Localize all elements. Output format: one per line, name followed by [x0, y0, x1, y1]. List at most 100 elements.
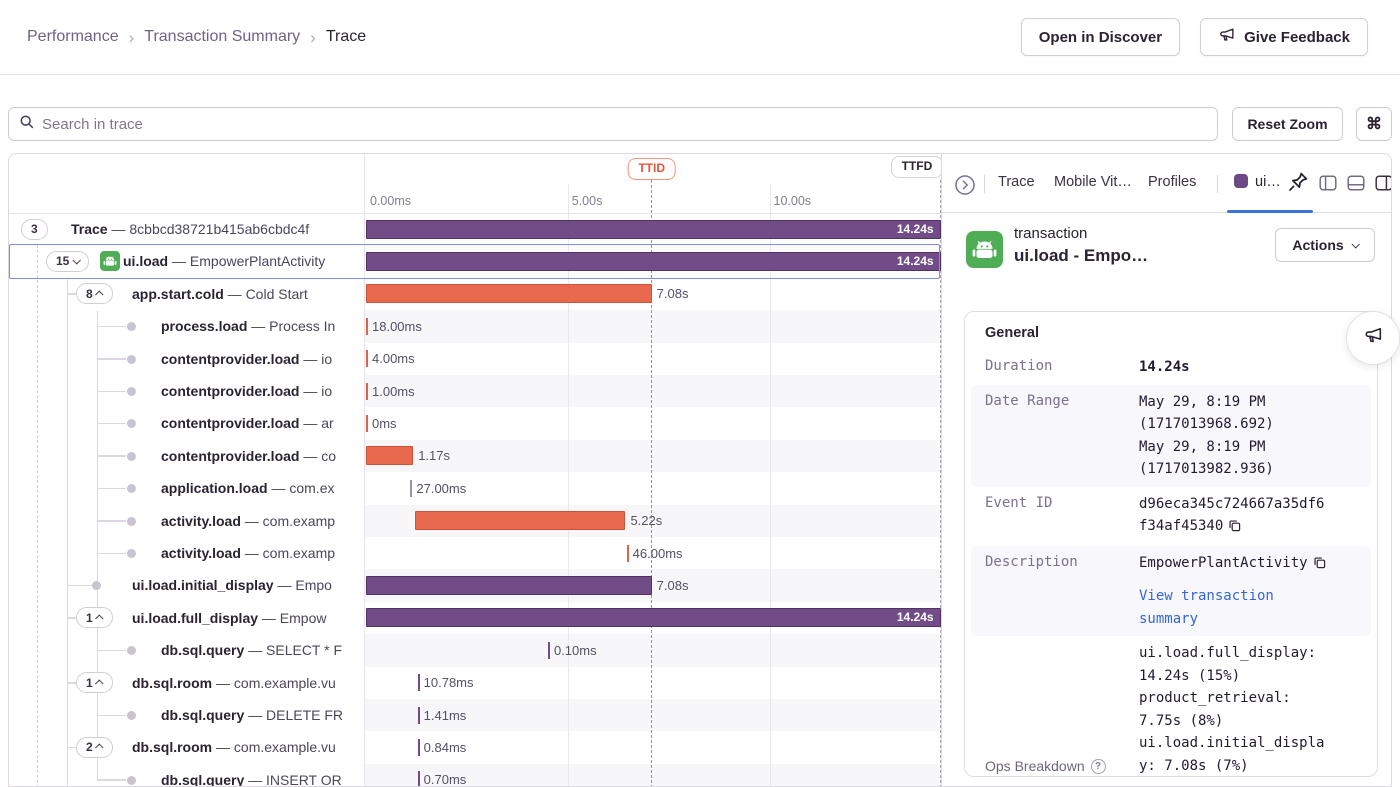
dock-bottom-icon[interactable]	[1347, 175, 1365, 191]
waterfall-row-stripe	[365, 310, 941, 343]
timeline-tick-label: 0.00ms	[370, 194, 411, 208]
span-tick[interactable]	[417, 706, 420, 724]
trace-row[interactable]: db.sql.query — INSERT OR	[9, 764, 364, 787]
span-count-badge[interactable]: 3	[21, 218, 48, 240]
description-label: Description	[985, 553, 1078, 570]
trace-row[interactable]: application.load — com.ex	[9, 472, 364, 504]
span-dot-marker	[126, 775, 136, 785]
span-count-badge[interactable]: 15	[46, 250, 90, 272]
span-tick[interactable]	[417, 771, 420, 786]
span-bar[interactable]	[414, 511, 626, 531]
active-tab-underline	[1227, 210, 1313, 213]
dock-right-icon[interactable]	[1375, 175, 1391, 191]
general-card: General Duration 14.24s Date Range May 2…	[964, 311, 1378, 777]
trace-row[interactable]: db.sql.query — DELETE FR	[9, 699, 364, 731]
span-tick[interactable]	[417, 674, 420, 692]
search-input[interactable]	[8, 107, 1218, 141]
breadcrumb-transaction-summary[interactable]: Transaction Summary	[144, 28, 301, 45]
tab-profiles[interactable]: Profiles	[1148, 174, 1197, 190]
tab-transaction-active[interactable]: ui…	[1234, 174, 1281, 190]
pin-icon[interactable]	[1284, 169, 1312, 197]
trace-row[interactable]: contentprovider.load — ar	[9, 407, 364, 439]
megaphone-icon	[1218, 26, 1236, 48]
chevron-down-icon	[72, 256, 82, 265]
span-count-badge[interactable]: 2	[76, 736, 113, 758]
span-bar[interactable]	[366, 446, 414, 466]
trace-row[interactable]: 2 db.sql.room — com.example.vu	[9, 731, 364, 763]
open-in-discover-button[interactable]: Open in Discover	[1020, 18, 1181, 56]
tab-divider	[984, 175, 985, 193]
span-tick[interactable]	[410, 479, 413, 497]
trace-row[interactable]: 1 ui.load.full_display — Empow	[9, 602, 364, 634]
dock-left-icon[interactable]	[1319, 175, 1337, 191]
span-bar[interactable]	[366, 575, 652, 595]
span-bar[interactable]: 14.24s	[366, 608, 941, 628]
span-tick[interactable]	[366, 414, 368, 432]
span-label: app.start.cold — Cold Start	[132, 285, 308, 302]
trace-row[interactable]: activity.load — com.examp	[9, 537, 364, 569]
waterfall-row-stripe	[365, 731, 941, 764]
tab-mobile-vitals[interactable]: Mobile Vit…	[1054, 174, 1132, 190]
chevron-down-icon	[1351, 240, 1360, 249]
ops-breakdown-row: Ops Breakdown? ui.load.full_display: 14.…	[965, 636, 1377, 776]
span-label: db.sql.room — com.example.vu	[132, 674, 336, 691]
span-bar[interactable]: 14.24s	[366, 219, 941, 239]
breadcrumb-performance[interactable]: Performance	[27, 28, 119, 45]
reset-zoom-button[interactable]: Reset Zoom	[1232, 107, 1343, 141]
give-feedback-button[interactable]: Give Feedback	[1200, 18, 1368, 56]
chevron-right-icon: ›	[128, 27, 135, 47]
span-label: ui.load — EmpowerPlantActivity	[123, 253, 326, 270]
span-dot-marker	[126, 646, 136, 656]
span-bar[interactable]: 14.24s	[366, 251, 941, 271]
tab-trace[interactable]: Trace	[998, 174, 1035, 190]
tree-elbow-connector	[67, 584, 93, 587]
search-text-field[interactable]	[42, 115, 1207, 133]
ttid-badge[interactable]: TTID	[627, 158, 677, 180]
span-duration-label: 0.84ms	[423, 739, 467, 755]
trace-row[interactable]: db.sql.query — SELECT * F	[9, 634, 364, 666]
timeline-header-divider	[9, 213, 941, 214]
span-tick[interactable]	[366, 317, 368, 335]
trace-row[interactable]: 8 app.start.cold — Cold Start	[9, 278, 364, 310]
span-bar[interactable]	[366, 284, 652, 304]
waterfall-row-stripe	[365, 472, 941, 505]
trace-row[interactable]: 1 db.sql.room — com.example.vu	[9, 667, 364, 699]
timeline-tick-label: 10.00s	[773, 194, 812, 208]
keyboard-shortcut-button[interactable]: ⌘	[1356, 107, 1392, 141]
details-panel: Trace Mobile Vit… Profiles ui… transacti…	[941, 154, 1391, 786]
span-duration-label: 1.41ms	[423, 707, 467, 723]
span-tick[interactable]	[366, 382, 368, 400]
feedback-fab-button[interactable]	[1346, 311, 1400, 365]
span-count-badge[interactable]: 1	[76, 607, 113, 629]
actions-button[interactable]: Actions	[1275, 228, 1375, 262]
help-icon[interactable]: ?	[1090, 758, 1106, 774]
span-label: db.sql.query — INSERT OR	[161, 771, 342, 787]
span-count-badge[interactable]: 1	[76, 672, 113, 694]
tree-elbow-connector	[67, 746, 77, 749]
trace-row[interactable]: 3 Trace — 8cbbcd38721b415ab6cbdc4f	[9, 213, 364, 245]
span-count-badge[interactable]: 8	[76, 283, 113, 305]
span-tick[interactable]	[417, 738, 420, 756]
span-label: process.load — Process In	[161, 318, 336, 335]
trace-row[interactable]: activity.load — com.examp	[9, 505, 364, 537]
trace-row[interactable]: contentprovider.load — io	[9, 375, 364, 407]
trace-row[interactable]: contentprovider.load — co	[9, 440, 364, 472]
view-transaction-summary-link[interactable]: View transaction summary	[1139, 588, 1274, 627]
chevron-right-icon: ›	[310, 27, 316, 47]
tree-elbow-connector	[97, 358, 126, 360]
panel-collapse-button[interactable]	[954, 174, 976, 196]
copy-icon[interactable]	[1313, 554, 1326, 577]
span-label: application.load — com.ex	[161, 480, 335, 497]
copy-icon[interactable]	[1228, 517, 1241, 540]
ttfd-badge[interactable]: TTFD	[890, 156, 941, 178]
span-duration-label: 0.10ms	[553, 642, 597, 658]
trace-row[interactable]: contentprovider.load — io	[9, 343, 364, 375]
trace-row[interactable]: 15 ui.load — EmpowerPlantActivity	[9, 245, 364, 277]
span-tick[interactable]	[626, 544, 629, 562]
span-tick[interactable]	[547, 641, 550, 659]
tree-elbow-connector	[67, 293, 77, 295]
trace-row[interactable]: process.load — Process In	[9, 310, 364, 342]
trace-row[interactable]: ui.load.initial_display — Empo	[9, 569, 364, 601]
tree-elbow-connector	[97, 325, 126, 328]
span-tick[interactable]	[366, 350, 368, 368]
